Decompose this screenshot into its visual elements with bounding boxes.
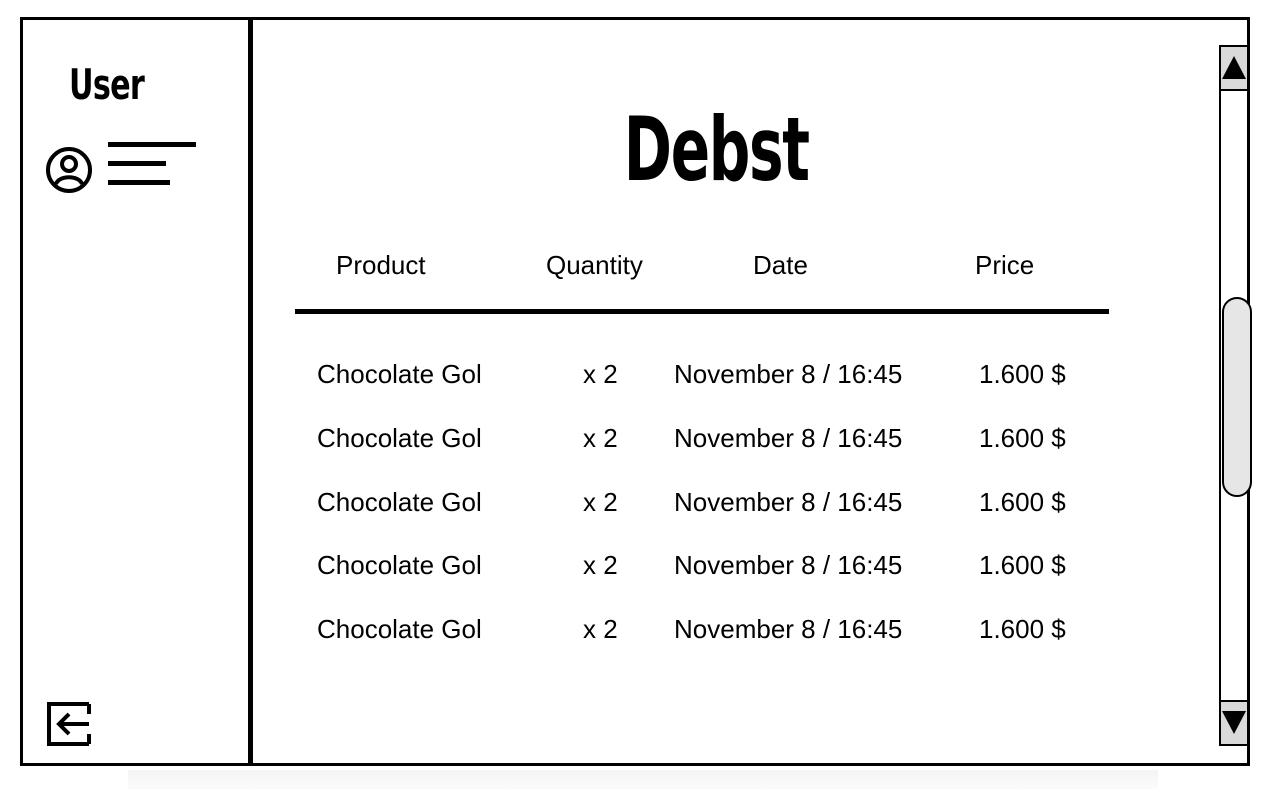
sidebar: User [23,20,253,763]
quantity-cell: x 2 [583,359,618,389]
menu-icon[interactable] [108,142,198,190]
logout-icon[interactable] [45,700,93,748]
column-header-quantity: Quantity [546,250,643,280]
user-circle-icon[interactable] [45,146,93,194]
page-title: Debst [623,98,810,201]
header-divider [295,309,1109,314]
scroll-thumb[interactable] [1222,297,1252,497]
date-cell: November 8 / 16:45 [674,550,903,580]
price-cell: 1.600 $ [979,359,1066,389]
triangle-up-icon [1222,56,1246,79]
table-row[interactable]: Chocolate Gol x 2 November 8 / 16:45 1.6… [23,484,1203,524]
quantity-cell: x 2 [583,487,618,517]
product-cell: Chocolate Gol [317,487,482,517]
price-cell: 1.600 $ [979,423,1066,453]
bottom-shadow [128,770,1158,789]
product-cell: Chocolate Gol [317,550,482,580]
vertical-scrollbar[interactable] [1219,45,1252,746]
column-header-date: Date [753,250,808,280]
quantity-cell: x 2 [583,550,618,580]
app-window: User Debst Product Quantity Date Price C… [20,17,1252,766]
product-cell: Chocolate Gol [317,359,482,389]
scroll-down-button[interactable] [1221,700,1247,744]
table-row[interactable]: Chocolate Gol x 2 November 8 / 16:45 1.6… [23,356,1203,396]
quantity-cell: x 2 [583,614,618,644]
date-cell: November 8 / 16:45 [674,359,903,389]
table-row[interactable]: Chocolate Gol x 2 November 8 / 16:45 1.6… [23,611,1203,651]
date-cell: November 8 / 16:45 [674,614,903,644]
date-cell: November 8 / 16:45 [674,423,903,453]
price-cell: 1.600 $ [979,487,1066,517]
table-row[interactable]: Chocolate Gol x 2 November 8 / 16:45 1.6… [23,420,1203,460]
table-row[interactable]: Chocolate Gol x 2 November 8 / 16:45 1.6… [23,547,1203,587]
date-cell: November 8 / 16:45 [674,487,903,517]
product-cell: Chocolate Gol [317,614,482,644]
quantity-cell: x 2 [583,423,618,453]
price-cell: 1.600 $ [979,550,1066,580]
triangle-down-icon [1222,711,1246,734]
column-header-price: Price [975,250,1035,280]
price-cell: 1.600 $ [979,614,1066,644]
scroll-up-button[interactable] [1221,47,1247,91]
sidebar-title: User [69,60,145,109]
column-header-product: Product [336,250,426,280]
product-cell: Chocolate Gol [317,423,482,453]
